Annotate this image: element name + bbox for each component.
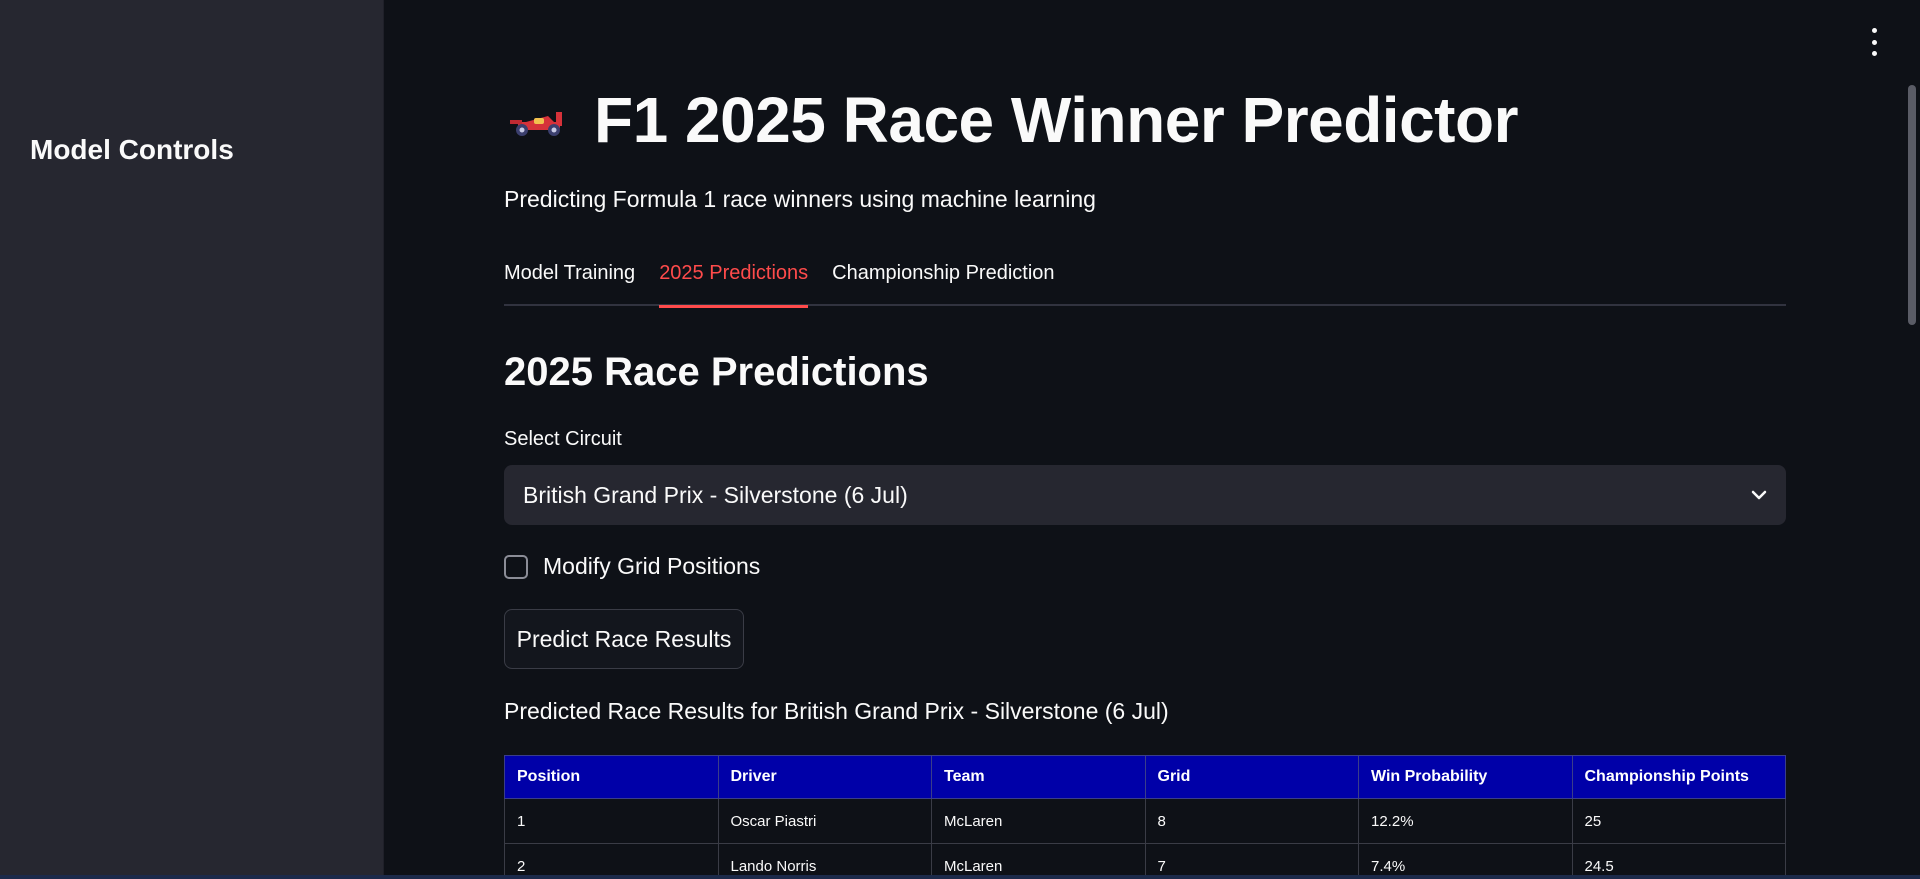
section-heading: 2025 Race Predictions [504, 350, 929, 394]
page-subtitle: Predicting Formula 1 race winners using … [504, 186, 1096, 212]
tab-championship-prediction[interactable]: Championship Prediction [832, 262, 1055, 284]
sidebar-title: Model Controls [30, 134, 234, 165]
page-title-text: F1 2025 Race Winner Predictor [594, 84, 1518, 156]
page-title: F1 2025 Race Winner Predictor [504, 80, 1518, 160]
cell-position: 2 [504, 843, 719, 879]
column-header-championship-points: Championship Points [1571, 755, 1786, 799]
circuit-select-value: British Grand Prix - Silverstone (6 Jul) [523, 481, 908, 508]
modify-grid-checkbox-row[interactable]: Modify Grid Positions [504, 553, 760, 580]
table-row: 2 Lando Norris McLaren 7 7.4% 24.5 [504, 843, 1786, 879]
tab-bar: Model Training 2025 Predictions Champion… [504, 252, 1786, 308]
cell-driver: Oscar Piastri [717, 798, 932, 844]
column-header-team: Team [931, 755, 1146, 799]
column-header-driver: Driver [717, 755, 932, 799]
column-header-position: Position [504, 755, 719, 799]
cell-championship-points: 25 [1571, 798, 1786, 844]
main-menu-button[interactable] [1868, 28, 1880, 56]
cell-driver: Lando Norris [717, 843, 932, 879]
table-row: 1 Oscar Piastri McLaren 8 12.2% 25 [504, 798, 1786, 844]
sidebar: Model Controls [0, 0, 384, 879]
cell-team: McLaren [931, 798, 1146, 844]
table-header-row: Position Driver Team Grid Win Probabilit… [504, 755, 1786, 799]
cell-grid: 7 [1144, 843, 1359, 879]
cell-championship-points: 24.5 [1571, 843, 1786, 879]
cell-win-probability: 7.4% [1358, 843, 1573, 879]
modify-grid-checkbox[interactable] [504, 554, 528, 579]
circuit-select-label: Select Circuit [504, 428, 622, 450]
race-car-icon [510, 112, 562, 136]
cell-position: 1 [504, 798, 719, 844]
circuit-select[interactable]: British Grand Prix - Silverstone (6 Jul) [504, 465, 1786, 525]
results-table: Position Driver Team Grid Win Probabilit… [504, 755, 1786, 879]
column-header-win-probability: Win Probability [1358, 755, 1573, 799]
tab-2025-predictions[interactable]: 2025 Predictions [659, 252, 808, 308]
chevron-down-icon [1751, 490, 1767, 500]
column-header-grid: Grid [1144, 755, 1359, 799]
main-area: F1 2025 Race Winner Predictor Predicting… [384, 0, 1920, 879]
tab-model-training[interactable]: Model Training [504, 262, 636, 284]
cell-grid: 8 [1144, 798, 1359, 844]
cell-win-probability: 12.2% [1358, 798, 1573, 844]
predict-race-results-button[interactable]: Predict Race Results [504, 609, 744, 669]
vertical-ellipsis-icon [1871, 28, 1877, 33]
bottom-border [0, 875, 1920, 879]
results-heading: Predicted Race Results for British Grand… [504, 698, 1169, 724]
cell-team: McLaren [931, 843, 1146, 879]
modify-grid-checkbox-label[interactable]: Modify Grid Positions [543, 553, 761, 579]
scrollbar[interactable] [1908, 85, 1916, 325]
